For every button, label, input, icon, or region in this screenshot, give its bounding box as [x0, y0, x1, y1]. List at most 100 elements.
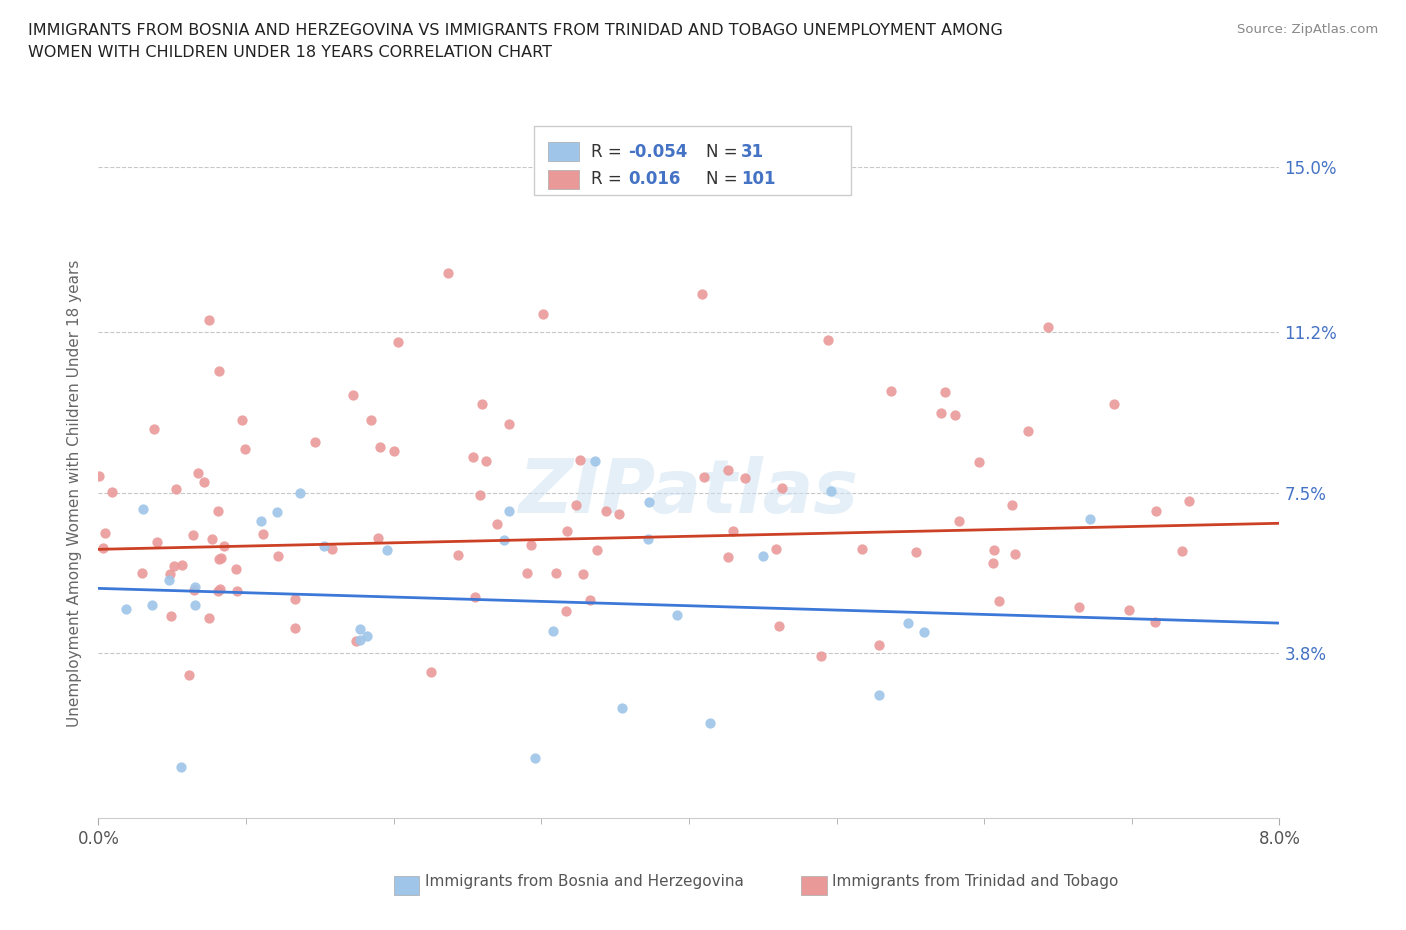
Point	[810, 648, 832, 663]
Point	[638, 494, 661, 509]
Point	[520, 538, 543, 552]
Point	[555, 523, 578, 538]
Point	[209, 582, 232, 597]
Point	[851, 541, 873, 556]
Text: N =: N =	[706, 170, 742, 189]
Point	[252, 527, 274, 542]
Point	[198, 312, 221, 327]
Point	[1067, 600, 1090, 615]
Point	[349, 633, 371, 648]
Point	[485, 517, 508, 532]
Text: Source: ZipAtlas.com: Source: ZipAtlas.com	[1237, 23, 1378, 36]
Point	[344, 633, 367, 648]
Point	[612, 700, 634, 715]
Point	[197, 610, 219, 625]
Point	[349, 621, 371, 636]
Point	[1001, 498, 1024, 512]
Point	[225, 562, 247, 577]
Point	[516, 565, 538, 580]
Point	[384, 444, 406, 458]
Point	[193, 474, 215, 489]
Point	[1078, 512, 1101, 526]
Text: R =: R =	[591, 170, 627, 189]
Point	[368, 439, 391, 454]
Point	[770, 480, 793, 495]
Text: -0.054: -0.054	[628, 142, 688, 161]
Point	[568, 453, 591, 468]
Point	[734, 471, 756, 485]
Point	[367, 531, 389, 546]
Point	[284, 620, 307, 635]
Text: Immigrants from Trinidad and Tobago: Immigrants from Trinidad and Tobago	[832, 874, 1119, 889]
Point	[181, 527, 204, 542]
Point	[163, 558, 186, 573]
Point	[586, 542, 609, 557]
Point	[131, 565, 153, 580]
Point	[879, 383, 901, 398]
Point	[436, 266, 458, 281]
Point	[768, 618, 790, 633]
Point	[583, 454, 606, 469]
Point	[1036, 320, 1059, 335]
Point	[446, 548, 468, 563]
Point	[314, 538, 336, 553]
Point	[115, 602, 138, 617]
Point	[207, 503, 229, 518]
Point	[233, 442, 256, 457]
Point	[159, 567, 181, 582]
Text: WOMEN WITH CHILDREN UNDER 18 YEARS CORRELATION CHART: WOMEN WITH CHILDREN UNDER 18 YEARS CORRE…	[28, 45, 553, 60]
Point	[943, 408, 966, 423]
Point	[1017, 424, 1039, 439]
Point	[1104, 396, 1126, 411]
Point	[170, 760, 193, 775]
Point	[948, 514, 970, 529]
Point	[157, 573, 180, 588]
Point	[531, 306, 554, 321]
Point	[131, 501, 153, 516]
Y-axis label: Unemployment Among Women with Children Under 18 years: Unemployment Among Women with Children U…	[67, 259, 83, 726]
Point	[498, 503, 520, 518]
Point	[765, 541, 787, 556]
Point	[498, 417, 520, 432]
Point	[820, 483, 842, 498]
Point	[904, 544, 927, 559]
Point	[214, 538, 236, 553]
Point	[983, 542, 1005, 557]
Point	[1146, 503, 1168, 518]
Point	[981, 555, 1004, 570]
Point	[721, 524, 744, 538]
Point	[637, 532, 659, 547]
Point	[579, 593, 602, 608]
Point	[267, 549, 290, 564]
Point	[934, 384, 956, 399]
Point	[283, 591, 305, 606]
Point	[165, 481, 187, 496]
Point	[699, 716, 721, 731]
Point	[464, 590, 486, 604]
Point	[94, 525, 117, 540]
Point	[208, 551, 231, 566]
Point	[929, 405, 952, 420]
Point	[143, 421, 166, 436]
Point	[665, 607, 688, 622]
Point	[321, 541, 343, 556]
Point	[146, 535, 169, 550]
Point	[1118, 603, 1140, 618]
Point	[468, 487, 491, 502]
Point	[209, 551, 232, 565]
Text: 31: 31	[741, 142, 763, 161]
Point	[1171, 543, 1194, 558]
Point	[751, 549, 773, 564]
Point	[564, 498, 586, 512]
Text: ZIPatlas: ZIPatlas	[519, 457, 859, 529]
Point	[1143, 614, 1166, 629]
Text: 101: 101	[741, 170, 776, 189]
Point	[170, 557, 193, 572]
Point	[250, 513, 273, 528]
Point	[463, 449, 485, 464]
Point	[494, 532, 516, 547]
Point	[184, 598, 207, 613]
Point	[474, 453, 496, 468]
Point	[523, 751, 546, 765]
Point	[471, 397, 494, 412]
